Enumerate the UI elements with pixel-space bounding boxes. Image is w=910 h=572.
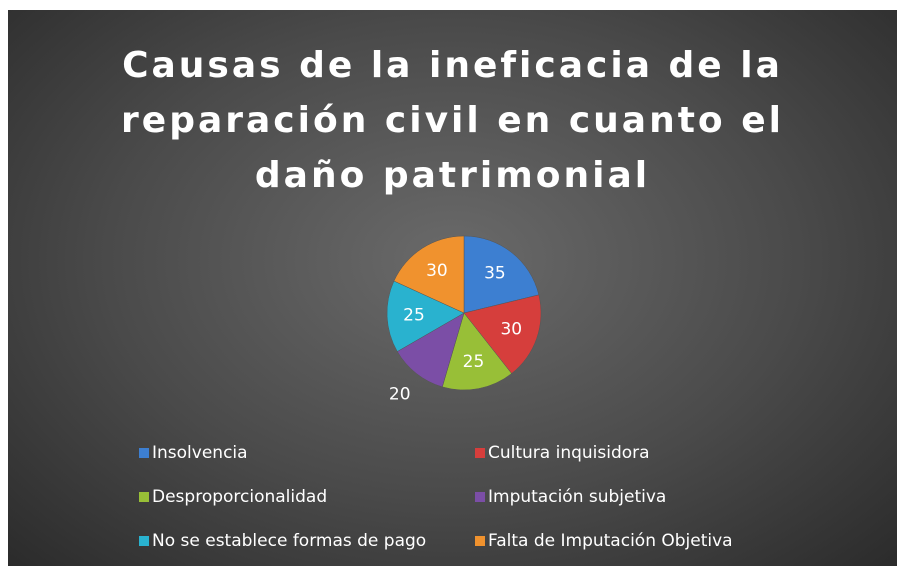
data-label: 30 [500, 319, 522, 339]
chart-area: Causas de la ineficacia de la reparación… [8, 10, 897, 566]
data-label: 35 [484, 264, 506, 284]
legend-label: No se establece formas de pago [152, 531, 426, 551]
legend-label: Falta de Imputación Objetiva [488, 531, 733, 551]
chart-title: Causas de la ineficacia de la reparación… [121, 45, 784, 196]
pie-slice [393, 235, 465, 314]
legend-swatch [139, 492, 149, 502]
pie-slice [396, 312, 465, 388]
legend-label: Insolvencia [152, 443, 248, 463]
data-label: 30 [426, 261, 448, 281]
legend-label: Desproporcionalidad [152, 487, 327, 507]
legend-label: Imputación subjetiva [488, 487, 666, 507]
legend-swatch [475, 536, 485, 546]
legend-swatch [139, 536, 149, 546]
legend-swatch [475, 492, 485, 502]
chart: 35 30 25 20 25 30 Insolvencia Cultura inquisido… [139, 235, 733, 551]
legend-label: Cultura inquisidora [488, 443, 650, 463]
pie-slice [463, 235, 540, 314]
pie-slice [441, 312, 512, 391]
data-label: 25 [463, 352, 485, 372]
legend-swatch [139, 448, 149, 458]
pie-slice [386, 280, 465, 352]
data-label: 25 [403, 305, 425, 325]
data-label: 20 [389, 385, 411, 405]
legend-swatch [475, 448, 485, 458]
pie-slice [463, 294, 542, 374]
